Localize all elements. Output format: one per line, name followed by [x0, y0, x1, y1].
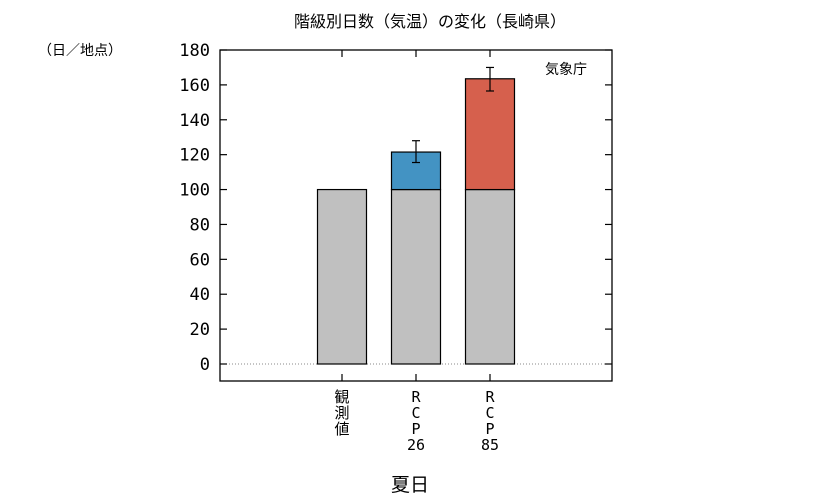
y-tick-label: 140 [179, 111, 210, 131]
x-axis-label: 夏日 [391, 474, 429, 496]
bar-base [464, 188, 516, 365]
y-tick-label: 160 [179, 76, 210, 96]
bar-base [390, 188, 442, 365]
category-label: 26 [407, 436, 425, 454]
bar-base [316, 188, 368, 365]
y-tick-label: 120 [179, 146, 210, 166]
category-label: C [485, 404, 494, 422]
category-label: C [411, 404, 420, 422]
unit-label: （日／地点） [38, 43, 122, 59]
y-tick-label: 20 [190, 320, 210, 340]
category-label: 85 [481, 436, 499, 454]
source-label: 気象庁 [545, 62, 587, 78]
category-label: 観 [334, 388, 349, 406]
category-label: 測 [334, 404, 349, 422]
category-label: P [411, 420, 420, 438]
category-label: P [485, 420, 494, 438]
y-tick-label: 40 [190, 285, 210, 305]
y-tick-label: 60 [190, 250, 210, 270]
y-tick-label: 0 [200, 355, 210, 375]
category-label: 値 [334, 420, 349, 438]
category-label: R [411, 388, 421, 406]
y-tick-label: 100 [179, 181, 210, 201]
y-tick-label: 180 [179, 41, 210, 61]
bar-increase [464, 78, 516, 191]
y-tick-label: 80 [190, 215, 210, 235]
chart-title: 階級別日数（気温）の変化（長崎県） [294, 12, 566, 31]
category-label: R [485, 388, 495, 406]
